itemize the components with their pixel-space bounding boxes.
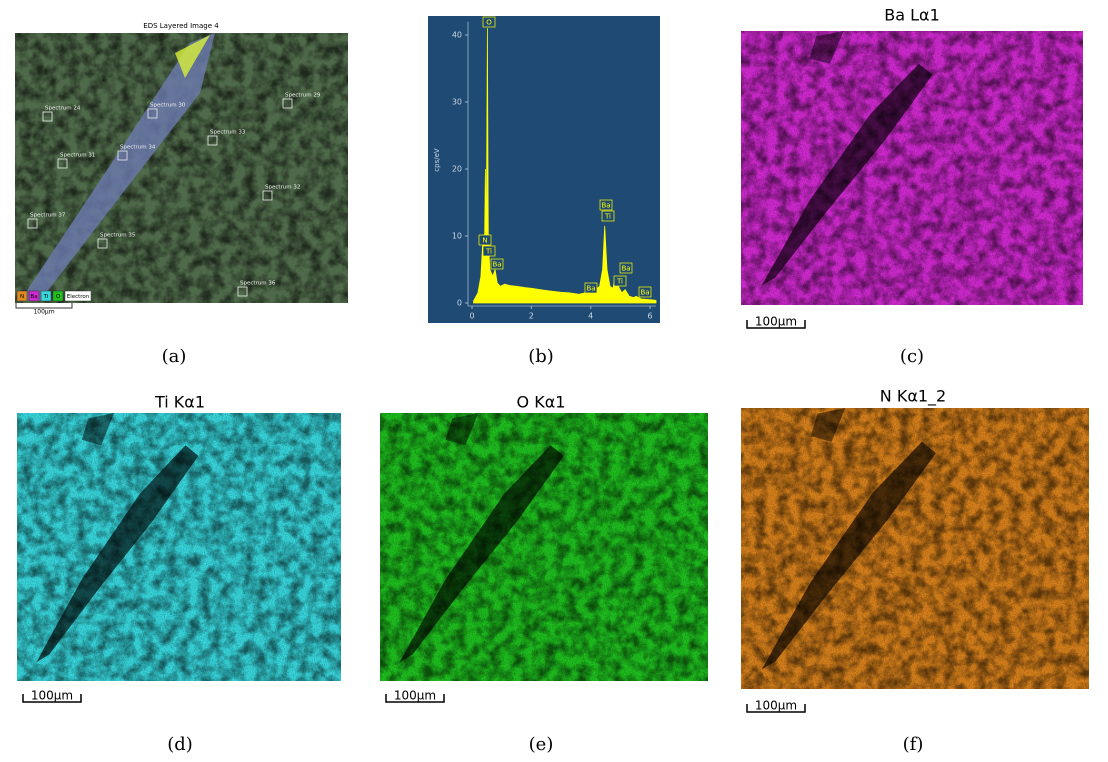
spectrum-box (262, 190, 273, 201)
spectrum-box (27, 218, 38, 229)
y-tick-label: 0 (457, 299, 462, 308)
panel-title: O Kα1 (517, 393, 566, 412)
caption: (f) (903, 734, 924, 755)
peak-label-box (584, 282, 598, 294)
element-map (741, 31, 1083, 305)
y-tick-label: 10 (452, 232, 462, 241)
y-tick-label: 30 (452, 98, 462, 107)
scale-bar-label: 100µm (33, 309, 54, 316)
spectrum-box (42, 111, 53, 122)
spectrum-label: Spectrum 35 (100, 233, 136, 239)
spectrum-box (147, 108, 158, 119)
peak-label-box (482, 245, 496, 257)
dark-streak (761, 63, 933, 286)
spectrum-label: Spectrum 29 (285, 93, 321, 99)
peak-label-box (478, 234, 492, 246)
scale-bar-label: 100µm (31, 689, 73, 703)
caption: (a) (162, 346, 187, 367)
peak-label: Ba (492, 261, 501, 269)
spectrum-area (473, 28, 657, 304)
legend-label: N (20, 294, 24, 300)
peak-label: Ba (601, 202, 610, 210)
peak-label: Ti (485, 248, 492, 256)
spectrum-label: Spectrum 37 (30, 213, 66, 219)
dark-patch (809, 31, 844, 64)
peak-label-box (619, 262, 633, 274)
panel-title: Ti Kα1 (154, 393, 205, 412)
peak-label-box (613, 275, 627, 287)
legend-swatch (28, 290, 40, 302)
legend-swatch (40, 290, 52, 302)
peak-label: Ti (616, 278, 623, 286)
dark-streak (36, 445, 199, 663)
scale-bar (746, 704, 806, 713)
peak-label: O (486, 19, 492, 27)
peak-label: Ba (621, 265, 630, 273)
panel-title: Ba Lα1 (884, 6, 940, 25)
dark-patch (445, 413, 479, 446)
scale-bar (385, 694, 445, 703)
dark-streak (399, 445, 564, 663)
scale-bar (22, 694, 82, 703)
legend-label: Electron (67, 294, 90, 300)
legend-label: Ba (30, 294, 37, 300)
panel-title: EDS Layered Image 4 (143, 22, 219, 30)
x-tick-label: 0 (469, 312, 474, 321)
panel-title: N Kα1_2 (880, 387, 946, 407)
legend-swatch (64, 290, 92, 302)
spectrum-box (97, 238, 108, 249)
caption: (b) (528, 346, 554, 367)
spectrum-label: Spectrum 32 (265, 185, 300, 191)
sem-ridge (20, 33, 215, 301)
peak-label: Ba (640, 289, 649, 297)
spectrum-box (207, 135, 218, 146)
scale-bar (15, 303, 73, 309)
peak-label: N (482, 237, 487, 245)
scale-bar (746, 320, 806, 329)
peak-label-box (638, 286, 652, 298)
legend-label: O (56, 294, 61, 300)
spectrum-box (117, 150, 128, 161)
legend-label: Ti (43, 294, 49, 300)
dark-patch (810, 408, 846, 442)
y-tick-label: 20 (452, 165, 462, 174)
spectrum-label: Spectrum 30 (150, 103, 186, 109)
y-tick-label: 40 (452, 31, 462, 40)
sem-highlight (175, 35, 210, 78)
scale-bar-label: 100µm (394, 689, 436, 703)
spectrum-label: Spectrum 33 (210, 130, 246, 136)
spectrum-label: Spectrum 31 (60, 153, 95, 159)
caption: (c) (900, 346, 924, 367)
x-tick-label: 2 (529, 312, 534, 321)
peak-label-box (482, 16, 496, 28)
spectrum-box (237, 286, 248, 297)
spectrum-label: Spectrum 36 (240, 281, 276, 287)
scale-bar-label: 100µm (755, 315, 797, 329)
dark-streak (761, 441, 936, 670)
peak-label: Ti (604, 213, 611, 221)
scale-bar-label: 100µm (755, 699, 797, 713)
caption: (d) (167, 734, 193, 755)
peak-label: Ba (586, 285, 595, 293)
element-map (17, 413, 341, 681)
spectrum-label: Spectrum 24 (45, 106, 81, 112)
element-map (741, 408, 1089, 689)
caption: (e) (529, 734, 554, 755)
legend-swatch (16, 290, 28, 302)
peak-label-box (599, 199, 613, 211)
element-map (380, 413, 708, 681)
y-axis-label: cps/eV (433, 148, 441, 172)
dark-patch (81, 413, 115, 446)
spectrum-box (282, 98, 293, 109)
peak-label-box (601, 210, 615, 222)
peak-label-box (490, 258, 504, 270)
spectrum-box (57, 158, 68, 169)
x-tick-label: 4 (588, 312, 593, 321)
spectrum-label: Spectrum 34 (120, 145, 156, 151)
legend-swatch (52, 290, 64, 302)
x-tick-label: 6 (648, 312, 653, 321)
